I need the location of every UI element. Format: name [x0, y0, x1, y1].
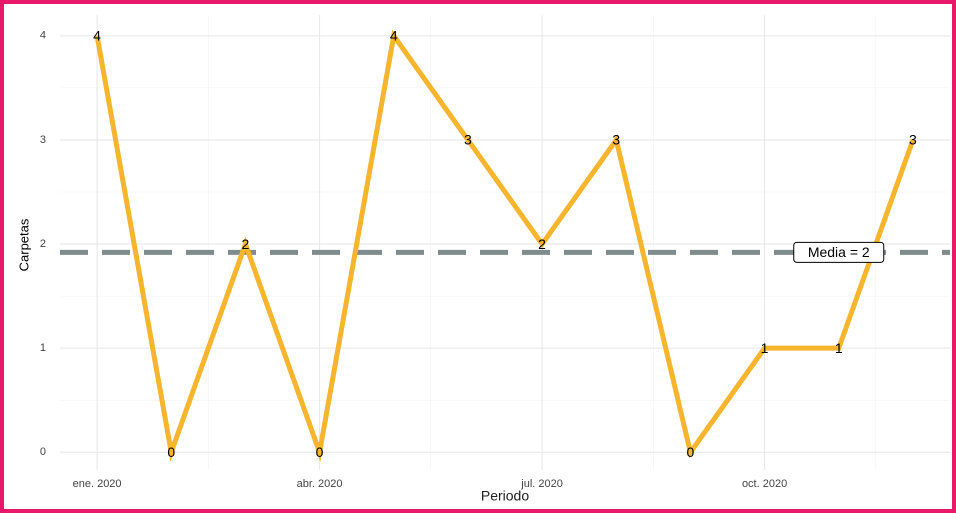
data-label: 2 — [538, 236, 546, 252]
line — [94, 29, 916, 463]
y-tick-label: 2 — [40, 238, 46, 250]
data-label: 4 — [390, 28, 398, 44]
x-axis-title: Periodo — [481, 488, 529, 504]
y-tick-label: 0 — [40, 446, 46, 458]
data-label: 0 — [316, 444, 324, 460]
x-tick-label: jul. 2020 — [520, 478, 563, 490]
x-tick-label: abr. 2020 — [297, 478, 343, 490]
data-label: 3 — [612, 132, 620, 148]
data-label: 3 — [464, 132, 472, 148]
data-label: 0 — [167, 444, 175, 460]
data-label: 1 — [761, 340, 769, 356]
x-tick-label: oct. 2020 — [742, 478, 787, 490]
data-label: 0 — [687, 444, 695, 460]
label-box — [793, 241, 885, 263]
data-label: 2 — [242, 236, 250, 252]
y-tick-label: 4 — [40, 30, 46, 42]
data-label: 1 — [835, 340, 843, 356]
y-axis-title: Carpetas — [16, 218, 31, 271]
data-label: 4 — [93, 28, 101, 44]
x-tick-label: ene. 2020 — [73, 478, 122, 490]
mean-label-text: Media = 2 — [808, 244, 870, 260]
chart: Carpetas Periodo 0 1 2 3 4 ene. 2020 abr. 2020… — [16, 15, 950, 504]
mean-label: Media = 2 — [793, 241, 885, 263]
data-label: 3 — [909, 132, 917, 148]
y-tick-label: 1 — [40, 342, 46, 354]
y-tick-label: 3 — [40, 134, 46, 146]
